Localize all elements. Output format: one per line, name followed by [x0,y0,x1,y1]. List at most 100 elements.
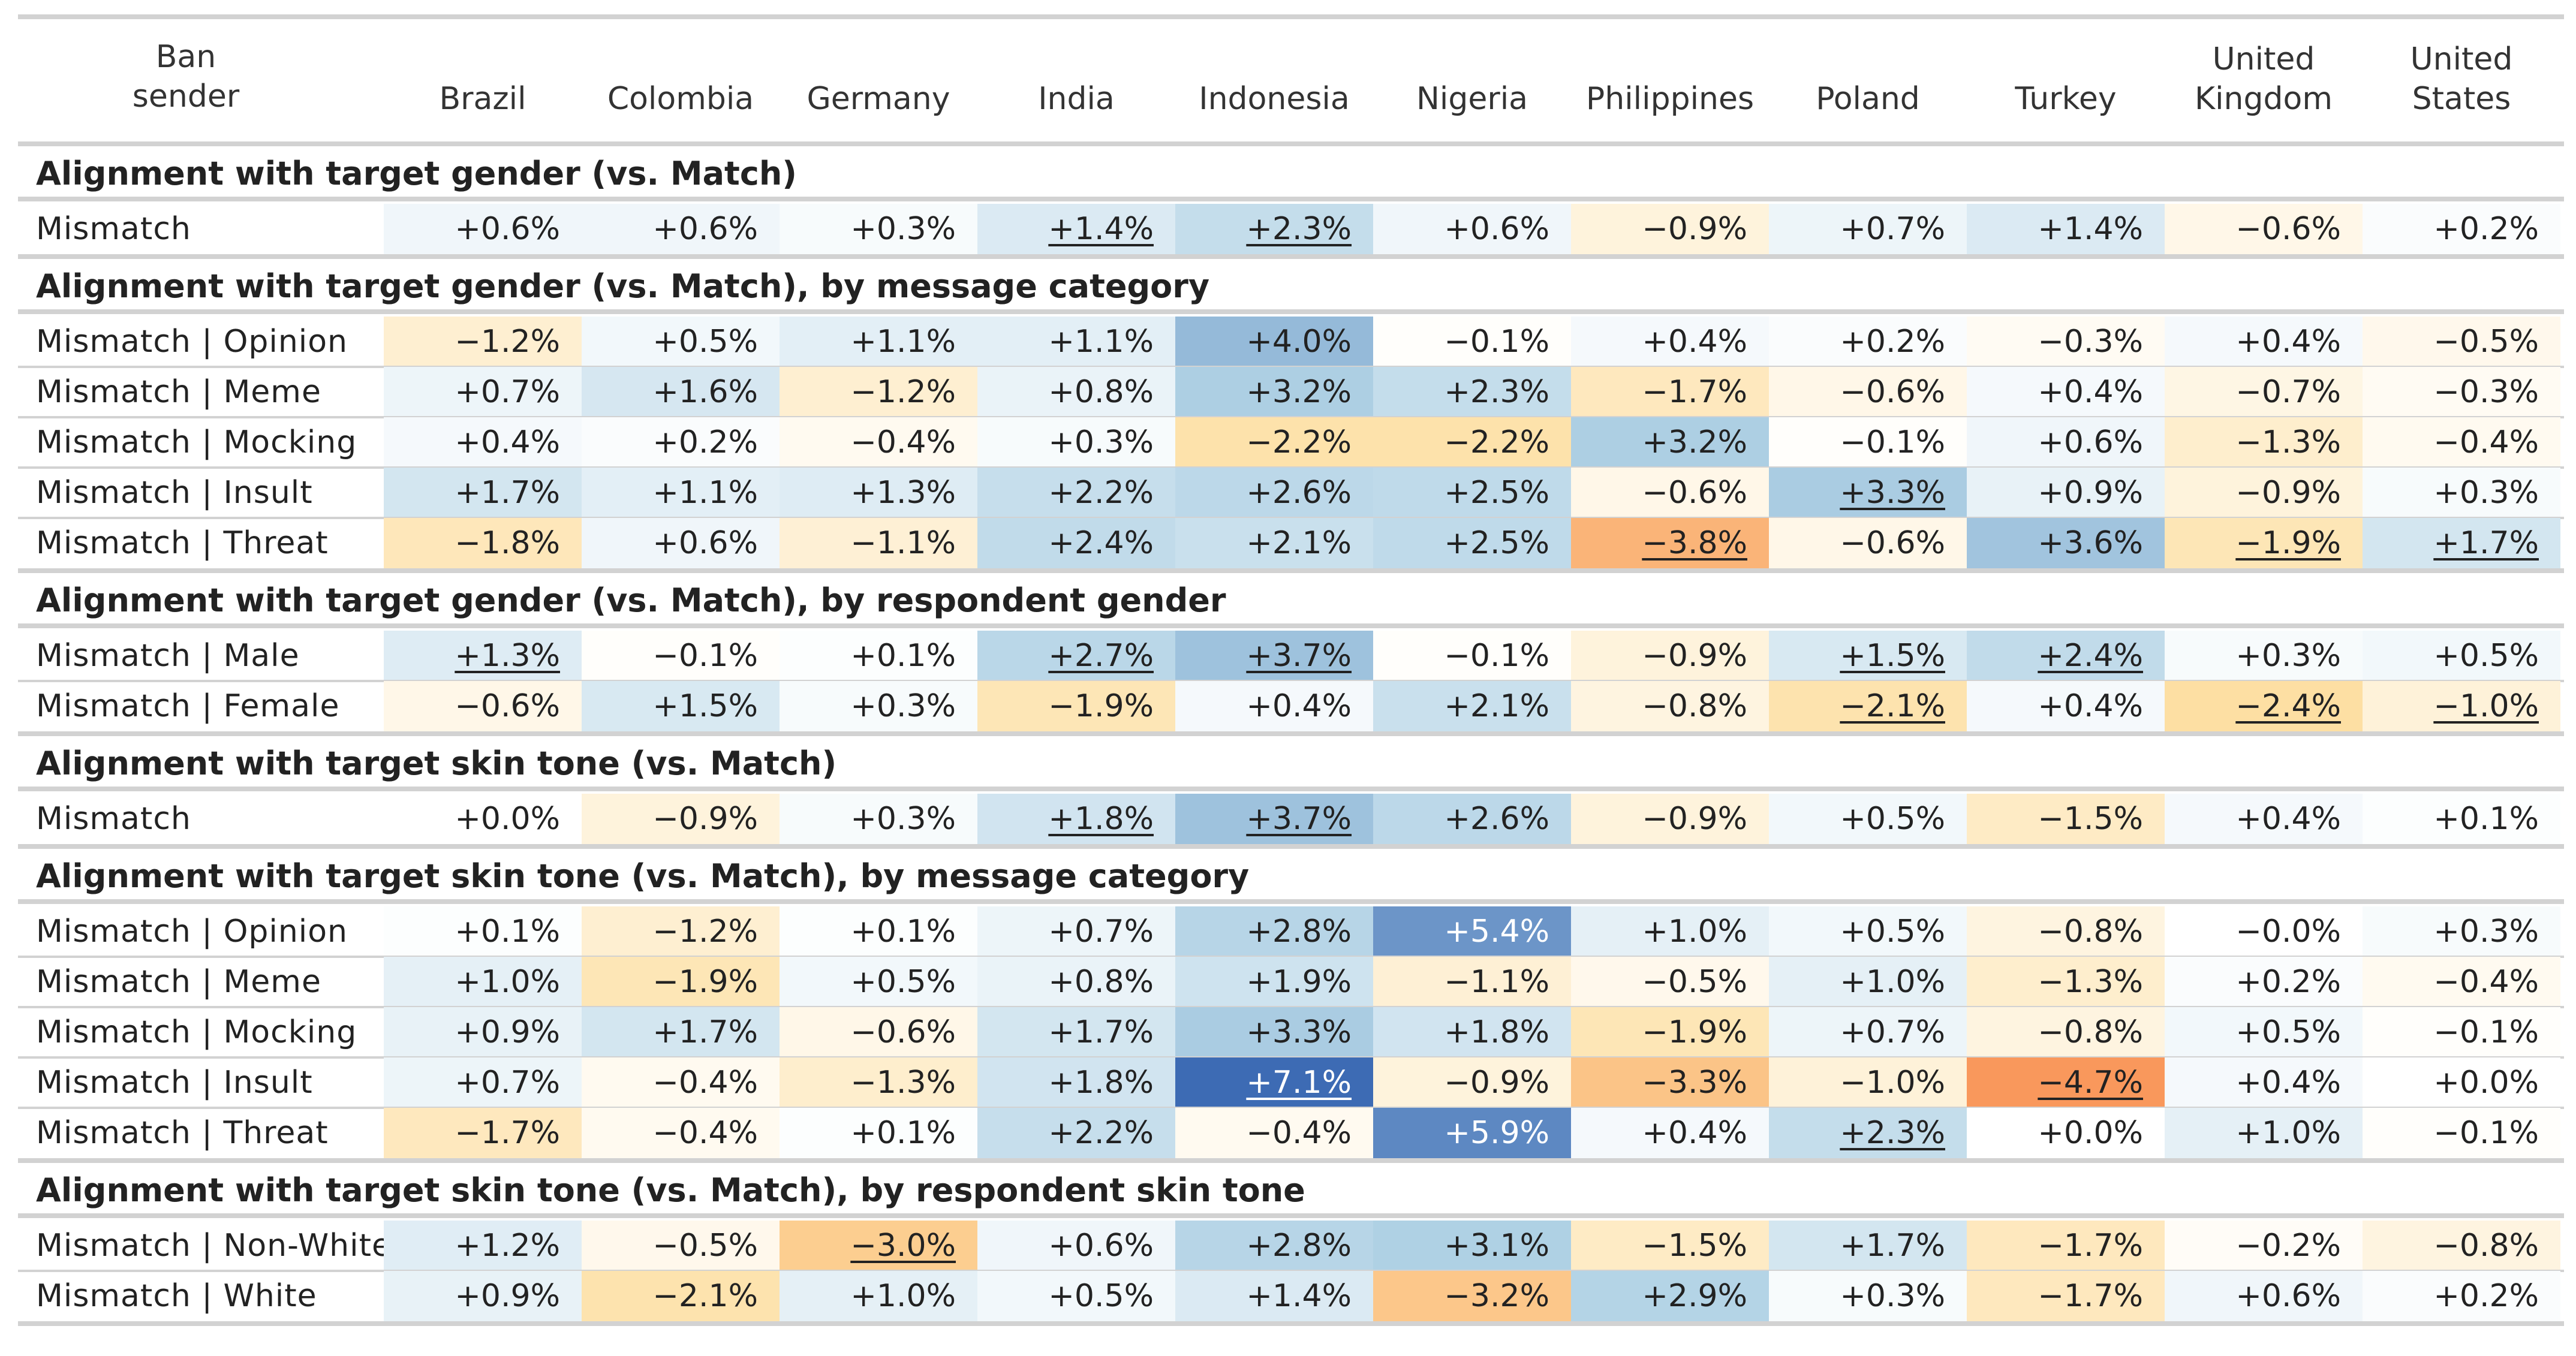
heatmap-cell: +1.4% [1967,204,2165,254]
cell-value: +0.4% [1642,324,1747,360]
heatmap-cell: +0.0% [384,794,582,844]
heatmap-cell: −1.7% [384,1108,582,1158]
heatmap-cell: +1.2% [384,1221,582,1271]
heatmap-cell: +2.1% [1175,518,1373,568]
header-text: Kingdom [2195,81,2333,117]
cell-value: +0.4% [2235,801,2341,837]
heatmap-cell: −0.4% [582,1108,780,1158]
heatmap-cell: −0.4% [2363,417,2560,468]
cell-value: +2.5% [1444,525,1549,561]
heatmap-cell: +1.1% [780,317,977,367]
heatmap-cell: +2.6% [1175,468,1373,518]
heatmap-cell: −0.6% [384,681,582,731]
divider-rule [18,309,2564,314]
cell-value: +0.2% [2235,964,2341,1000]
row-label: Mismatch | Opinion [36,914,348,950]
cell-value: −1.3% [850,1065,956,1101]
cell-value: +2.3% [1840,1115,1945,1151]
header-text: India [1038,81,1115,117]
heatmap-cell: +0.5% [2165,1007,2363,1057]
heatmap-cell: +2.3% [1175,204,1373,254]
heatmap-cell: +1.6% [582,367,780,417]
cell-value: +1.4% [1048,211,1154,247]
cell-value: +1.7% [455,475,560,511]
cell-value: −0.5% [652,1228,758,1264]
heatmap-cell: −0.6% [1769,518,1967,568]
heatmap-cell: +2.3% [1373,367,1571,417]
heatmap-cell: −0.8% [2363,1221,2560,1271]
cell-value: +0.6% [455,211,560,247]
divider-rule [18,787,2564,791]
heatmap-cell: +1.5% [1769,631,1967,681]
heatmap-cell: −0.7% [2165,367,2363,417]
cell-value: +1.1% [1048,324,1154,360]
heatmap-cell: +0.4% [1967,367,2165,417]
heatmap-cell: +0.3% [2363,468,2560,518]
cell-value: −1.9% [1642,1014,1747,1050]
cell-value: +3.2% [1246,374,1352,410]
heatmap-cell: −0.5% [582,1221,780,1271]
cell-value: −0.8% [1642,688,1747,724]
heatmap-cell: +2.7% [977,631,1175,681]
heatmap-cell: −1.7% [1967,1271,2165,1321]
column-header-country: Germany [780,17,977,137]
cell-value: −0.6% [1840,374,1945,410]
cell-value: +1.1% [652,475,758,511]
heatmap-cell: +0.9% [384,1271,582,1321]
heatmap-cell: −0.4% [2363,957,2560,1007]
cell-value: +0.6% [2038,424,2143,460]
cell-value: −1.2% [850,374,956,410]
heatmap-cell: +2.5% [1373,518,1571,568]
cell-value: +2.8% [1246,914,1352,950]
section-title: Alignment with target skin tone (vs. Mat… [36,857,1250,895]
cell-value: +0.4% [2235,324,2341,360]
cell-value: +3.3% [1840,475,1945,511]
cell-value: +1.8% [1048,1065,1154,1101]
header-text: Ban [155,39,216,75]
cell-value: +2.2% [1048,475,1154,511]
heatmap-cell: −0.9% [1571,204,1769,254]
cell-value: +1.7% [2433,525,2539,561]
heatmap-cell: +1.9% [1175,957,1373,1007]
cell-value: +2.4% [1048,525,1154,561]
row-label: Mismatch | Insult [36,475,313,511]
heatmap-cell: −1.9% [2165,518,2363,568]
cell-value: −0.1% [2433,1014,2539,1050]
cell-value: +7.1% [1246,1065,1352,1101]
column-header-country: Colombia [582,17,780,137]
cell-value: +0.5% [2235,1014,2341,1050]
header-text: Poland [1816,81,1920,117]
heatmap-cell: −1.3% [2165,417,2363,468]
cell-value: +0.3% [850,688,956,724]
heatmap-cell: +0.7% [384,367,582,417]
cell-value: +1.4% [2038,211,2143,247]
heatmap-cell: +0.1% [780,1108,977,1158]
heatmap-cell: +0.9% [384,1007,582,1057]
heatmap-cell: −0.6% [1769,367,1967,417]
heatmap-cell: −0.6% [2165,204,2363,254]
cell-value: +0.5% [850,964,956,1000]
row-label: Mismatch | Female [36,688,340,724]
cell-value: +2.3% [1444,374,1549,410]
cell-value: +0.2% [2433,1278,2539,1314]
heatmap-cell: +1.0% [384,957,582,1007]
heatmap-cell: +0.0% [1967,1108,2165,1158]
heatmap-cell: +3.1% [1373,1221,1571,1271]
cell-value: +1.6% [652,374,758,410]
heatmap-cell: +1.7% [582,1007,780,1057]
cell-value: −2.2% [1444,424,1549,460]
cell-value: +1.0% [1840,964,1945,1000]
cell-value: −0.6% [455,688,560,724]
cell-value: −0.8% [2433,1228,2539,1264]
heatmap-cell: +0.2% [1769,317,1967,367]
cell-value: −0.9% [1642,211,1747,247]
cell-value: +0.3% [2235,638,2341,674]
cell-value: +0.6% [1048,1228,1154,1264]
heatmap-cell: −0.9% [2165,468,2363,518]
cell-value: +0.6% [2235,1278,2341,1314]
row-label: Mismatch | Meme [36,964,321,1000]
row-label: Mismatch [36,801,191,837]
heatmap-cell: +0.3% [780,204,977,254]
cell-value: +2.1% [1246,525,1352,561]
heatmap-cell: +1.7% [977,1007,1175,1057]
